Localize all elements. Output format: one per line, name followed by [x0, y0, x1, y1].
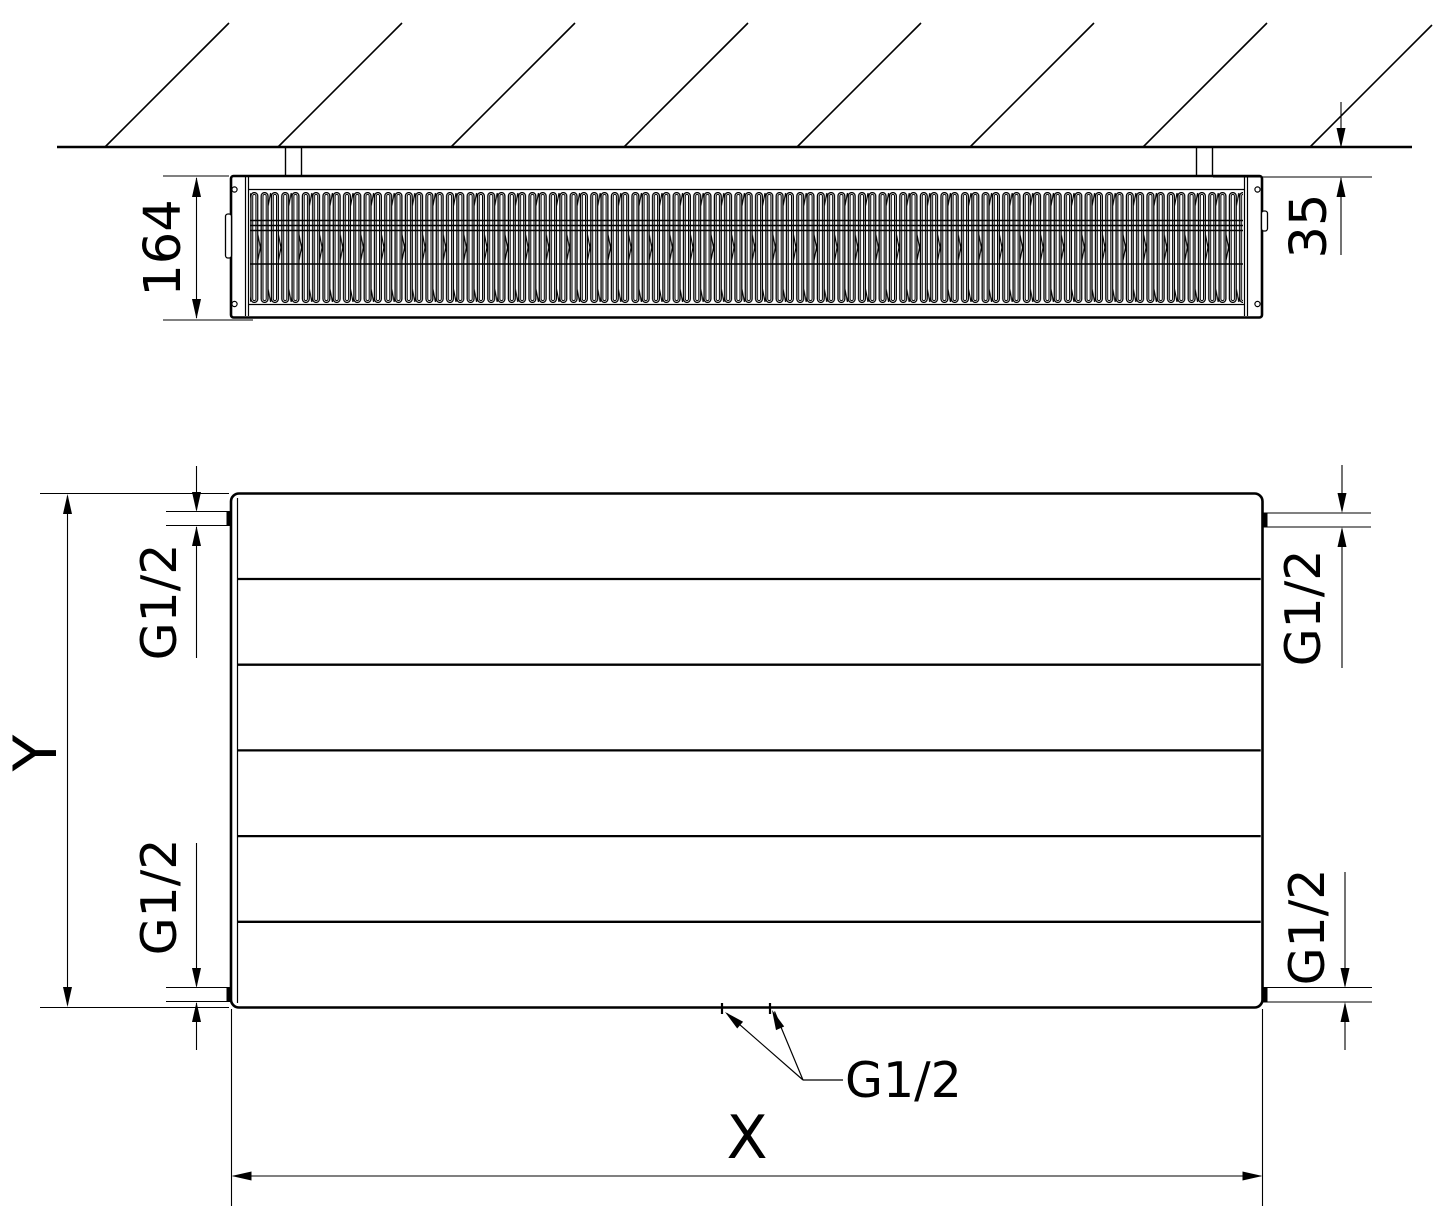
mounting-brackets [284, 148, 1214, 177]
dim-wall-gap-35: 35 [1213, 102, 1372, 258]
thread-label-bottom-right: G1/2 [1279, 869, 1336, 986]
dim-depth-label: 164 [134, 199, 193, 296]
connection-stubs [226, 512, 1268, 1002]
thread-label-top-right: G1/2 [1275, 550, 1332, 667]
dim-depth-164: 164 [134, 175, 253, 321]
connection-bottom-left: G1/2 [131, 839, 230, 1050]
connection-bottom-center: G1/2 [720, 1003, 962, 1109]
dim-gap-label: 35 [1280, 194, 1339, 259]
convector-fins [250, 192, 1243, 303]
wall-hatch-pattern [104, 22, 1433, 148]
thread-label-bottom-center: G1/2 [845, 1052, 962, 1109]
connection-bottom-right: G1/2 [1263, 869, 1372, 1050]
connection-top-right: G1/2 [1263, 465, 1371, 668]
top-view-cross-section: 164 35 [57, 22, 1433, 321]
front-view: Y G1/2 G1/2 [1, 465, 1372, 1206]
right-side-tab [1260, 210, 1269, 232]
left-side-tab [224, 213, 233, 259]
dim-width-label: X [726, 1103, 767, 1173]
dim-height-Y: Y [1, 492, 229, 1009]
thread-label-bottom-left: G1/2 [131, 839, 188, 956]
thread-label-top-left: G1/2 [131, 544, 188, 661]
panel-groove-lines [237, 577, 1261, 923]
dim-height-label: Y [1, 734, 71, 772]
dim-width-X: X [230, 1009, 1264, 1206]
inner-plate-lines [248, 188, 1245, 306]
end-caps [231, 177, 1261, 316]
connection-top-left: G1/2 [131, 466, 230, 660]
